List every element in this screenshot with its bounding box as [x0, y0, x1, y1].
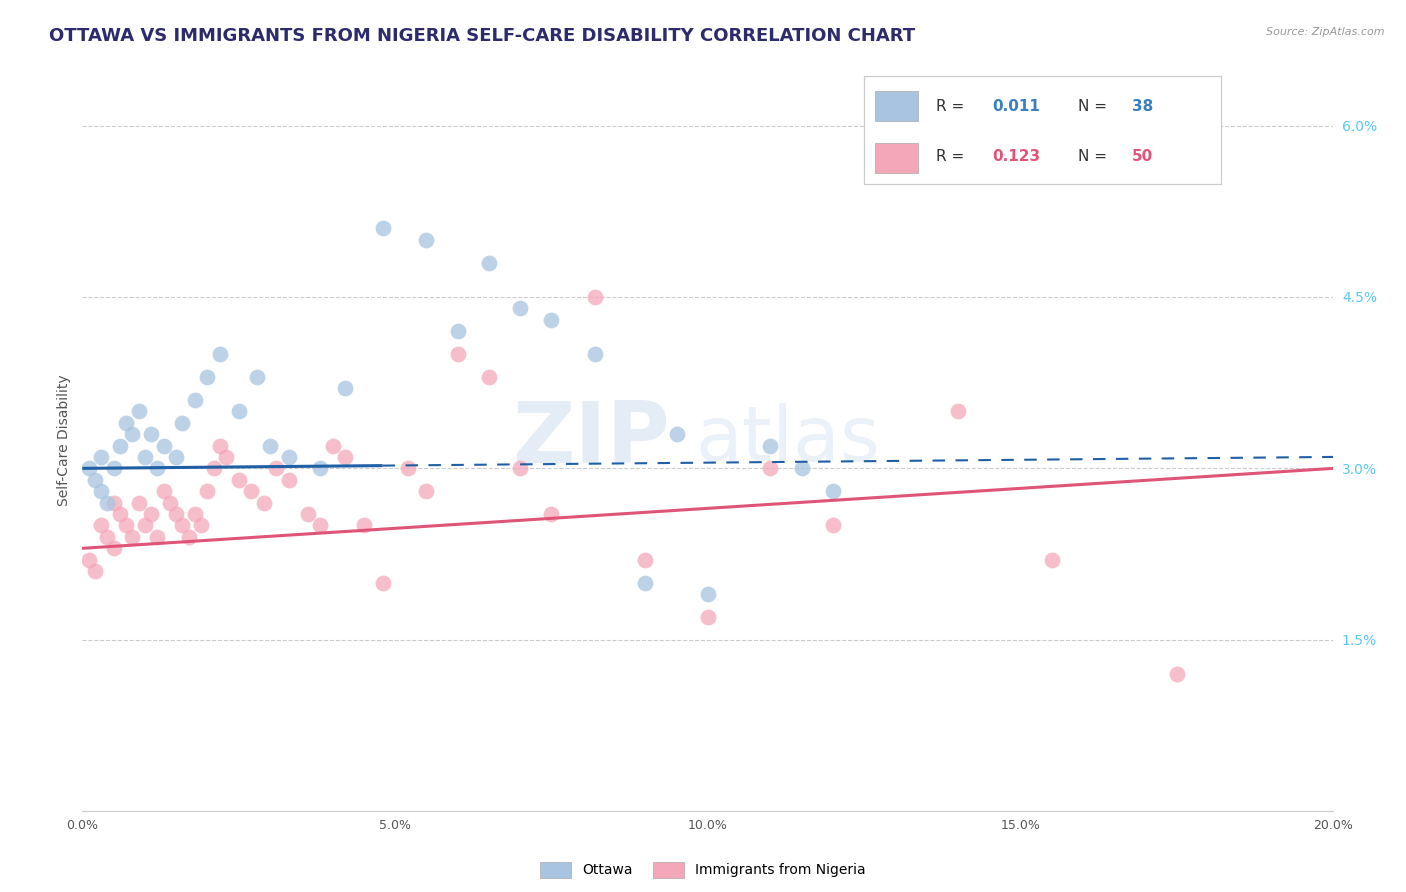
- Point: [309, 518, 332, 533]
- Point: [90, 518, 112, 533]
- Point: [309, 461, 332, 475]
- Point: [297, 507, 319, 521]
- Point: [415, 233, 437, 247]
- Point: [246, 370, 269, 384]
- Text: OTTAWA VS IMMIGRANTS FROM NIGERIA SELF-CARE DISABILITY CORRELATION CHART: OTTAWA VS IMMIGRANTS FROM NIGERIA SELF-C…: [49, 27, 915, 45]
- Point: [90, 450, 112, 464]
- Point: [103, 495, 125, 509]
- Point: [103, 541, 125, 556]
- Point: [121, 530, 143, 544]
- Point: [333, 450, 356, 464]
- Text: Source: ZipAtlas.com: Source: ZipAtlas.com: [1267, 27, 1385, 37]
- Point: [146, 530, 169, 544]
- Point: [83, 473, 105, 487]
- Point: [134, 518, 156, 533]
- Point: [790, 461, 813, 475]
- Point: [197, 484, 219, 499]
- Point: [96, 495, 118, 509]
- Point: [172, 416, 194, 430]
- Point: [115, 518, 138, 533]
- Point: [509, 461, 531, 475]
- Point: [634, 553, 657, 567]
- Point: [333, 381, 356, 395]
- Point: [202, 461, 225, 475]
- Point: [540, 507, 562, 521]
- Point: [759, 438, 782, 452]
- Point: [446, 347, 468, 361]
- Point: [583, 290, 606, 304]
- Point: [884, 141, 907, 155]
- Point: [946, 404, 969, 418]
- Point: [228, 473, 250, 487]
- Point: [108, 507, 131, 521]
- Point: [208, 438, 231, 452]
- Point: [696, 587, 718, 601]
- Point: [108, 438, 131, 452]
- Point: [152, 438, 174, 452]
- Point: [184, 392, 207, 407]
- Point: [1040, 553, 1063, 567]
- Point: [77, 553, 100, 567]
- Point: [821, 484, 844, 499]
- Point: [159, 495, 181, 509]
- Point: [478, 370, 501, 384]
- Point: [228, 404, 250, 418]
- Point: [322, 438, 344, 452]
- Text: ZIP: ZIP: [513, 399, 671, 482]
- Point: [103, 461, 125, 475]
- Point: [665, 427, 688, 442]
- Point: [277, 450, 299, 464]
- Point: [208, 347, 231, 361]
- Point: [77, 461, 100, 475]
- Point: [696, 610, 718, 624]
- Point: [190, 518, 212, 533]
- Point: [253, 495, 276, 509]
- Point: [172, 518, 194, 533]
- Point: [90, 484, 112, 499]
- Point: [165, 450, 187, 464]
- Point: [128, 495, 150, 509]
- Point: [146, 461, 169, 475]
- Point: [83, 564, 105, 578]
- Point: [821, 518, 844, 533]
- Legend: Ottawa, Immigrants from Nigeria: Ottawa, Immigrants from Nigeria: [534, 856, 872, 883]
- Point: [165, 507, 187, 521]
- Point: [634, 575, 657, 590]
- Point: [478, 256, 501, 270]
- Point: [128, 404, 150, 418]
- Point: [177, 530, 200, 544]
- Point: [215, 450, 238, 464]
- Point: [139, 507, 162, 521]
- Y-axis label: Self-Care Disability: Self-Care Disability: [58, 374, 72, 506]
- Point: [115, 416, 138, 430]
- Point: [415, 484, 437, 499]
- Point: [240, 484, 263, 499]
- Point: [184, 507, 207, 521]
- Point: [396, 461, 419, 475]
- Point: [371, 575, 394, 590]
- Point: [121, 427, 143, 442]
- Point: [96, 530, 118, 544]
- Point: [277, 473, 299, 487]
- Point: [139, 427, 162, 442]
- Point: [152, 484, 174, 499]
- Point: [446, 324, 468, 338]
- Point: [1166, 667, 1188, 681]
- Point: [759, 461, 782, 475]
- Point: [264, 461, 287, 475]
- Point: [540, 313, 562, 327]
- Point: [197, 370, 219, 384]
- Point: [353, 518, 375, 533]
- Point: [583, 347, 606, 361]
- Point: [509, 301, 531, 316]
- Text: atlas: atlas: [696, 403, 880, 477]
- Point: [259, 438, 281, 452]
- Point: [371, 221, 394, 235]
- Point: [134, 450, 156, 464]
